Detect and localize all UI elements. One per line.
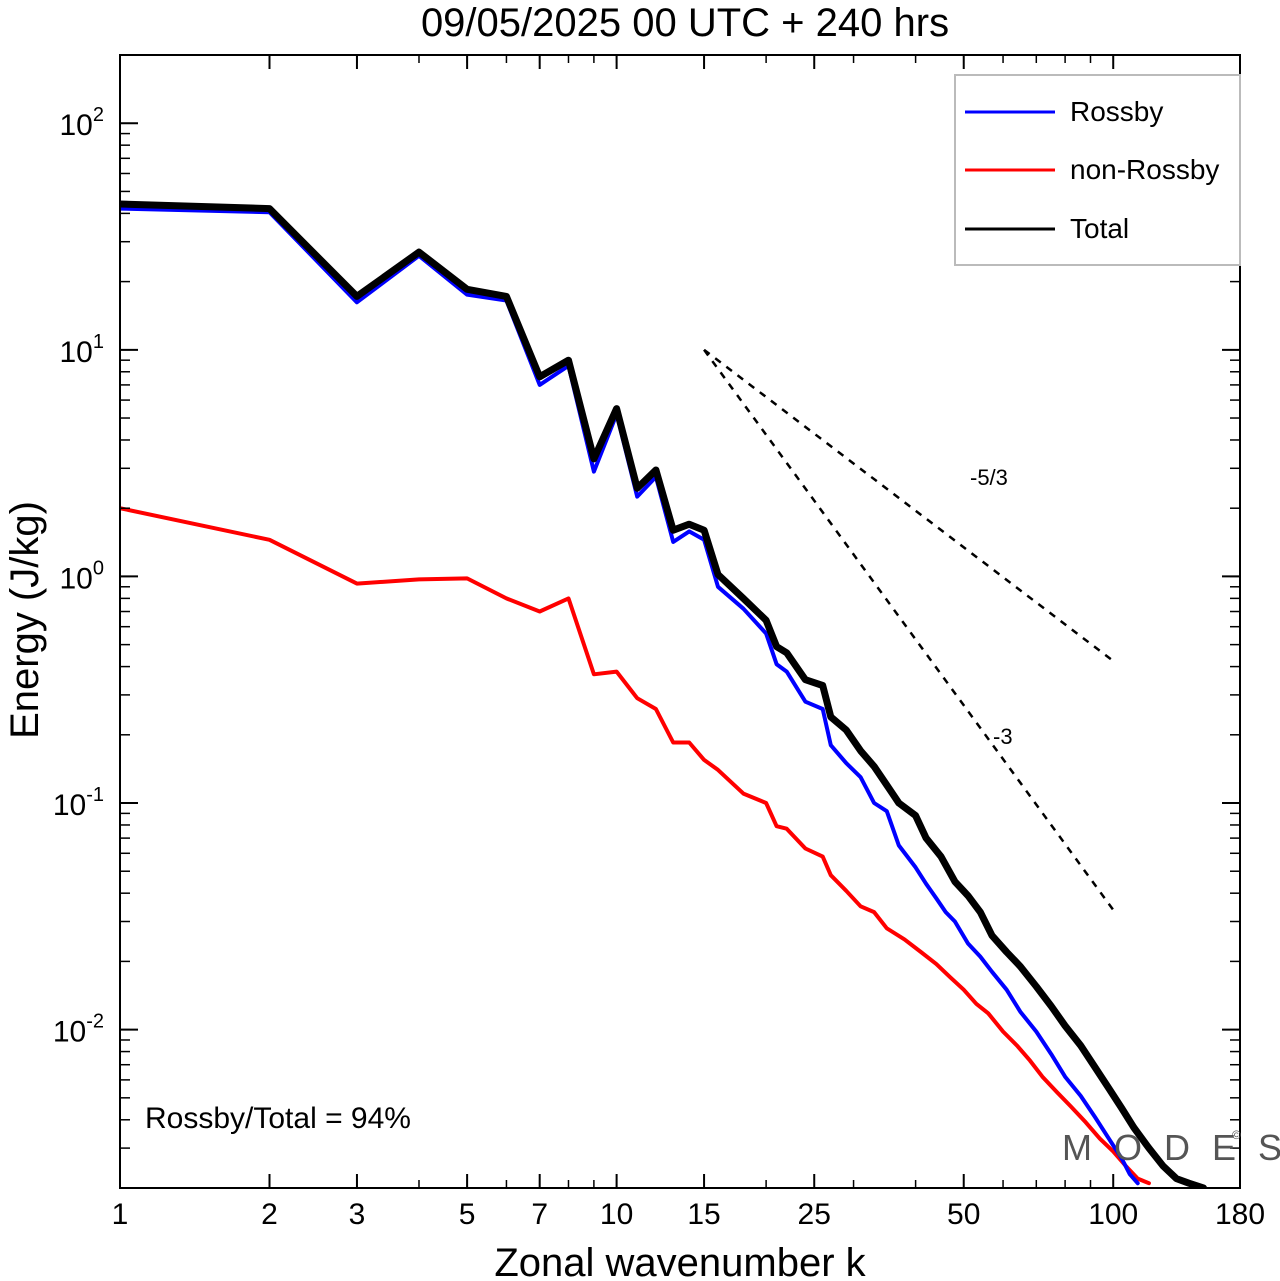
x-tick-label: 2 bbox=[261, 1198, 278, 1231]
x-tick-label: 50 bbox=[947, 1198, 980, 1231]
copyright-mark: © bbox=[1232, 1128, 1241, 1142]
y-tick-label: 102 bbox=[60, 104, 105, 142]
x-tick-label: 5 bbox=[459, 1198, 476, 1231]
x-tick-label: 1 bbox=[112, 1198, 129, 1231]
rossby-ratio-text: Rossby/Total = 94% bbox=[145, 1102, 411, 1135]
x-tick-label: 180 bbox=[1215, 1198, 1265, 1231]
y-tick-label: 101 bbox=[60, 331, 105, 369]
legend-label-non-rossby: non-Rossby bbox=[1070, 154, 1219, 185]
y-tick-label: 100 bbox=[60, 557, 105, 595]
reference-line-three bbox=[703, 349, 1115, 911]
x-tick-label: 100 bbox=[1088, 1198, 1138, 1231]
x-tick-label: 7 bbox=[531, 1198, 548, 1231]
series-line-total bbox=[120, 200, 1207, 1188]
x-tick-label: 25 bbox=[798, 1198, 831, 1231]
x-tick-label: 3 bbox=[349, 1198, 366, 1231]
series-layer bbox=[120, 200, 1207, 1188]
y-tick-label: 10-1 bbox=[53, 784, 104, 822]
y-axis-title: Energy (J/kg) bbox=[3, 501, 47, 739]
x-tick-label: 10 bbox=[600, 1198, 633, 1231]
x-tick-label: 15 bbox=[687, 1198, 720, 1231]
legend-label-rossby: Rossby bbox=[1070, 96, 1163, 127]
x-axis-ticks: 1 2 3 5 7 10 15 25 50 100 180 bbox=[112, 55, 1265, 1231]
slope-label-five-thirds: -5/3 bbox=[970, 465, 1008, 490]
chart-title: 09/05/2025 00 UTC + 240 hrs bbox=[421, 1, 949, 45]
x-axis-title: Zonal wavenumber k bbox=[494, 1241, 866, 1281]
slope-label-three: -3 bbox=[993, 724, 1013, 749]
modes-logo: M O D E S © bbox=[1062, 1127, 1280, 1168]
legend-label-total: Total bbox=[1070, 213, 1129, 244]
modes-brand-text: M O D E S bbox=[1062, 1127, 1280, 1168]
legend: Rossby non-Rossby Total bbox=[954, 74, 1241, 266]
reference-lines bbox=[703, 348, 1115, 911]
y-axis-ticks: 102 101 100 10-1 10-2 bbox=[53, 54, 1240, 1189]
series-line-non-rossby bbox=[120, 506, 1151, 1186]
y-tick-label: 10-2 bbox=[53, 1011, 104, 1049]
reference-line-five-thirds bbox=[703, 348, 1114, 662]
plot-frame bbox=[119, 54, 1241, 1189]
